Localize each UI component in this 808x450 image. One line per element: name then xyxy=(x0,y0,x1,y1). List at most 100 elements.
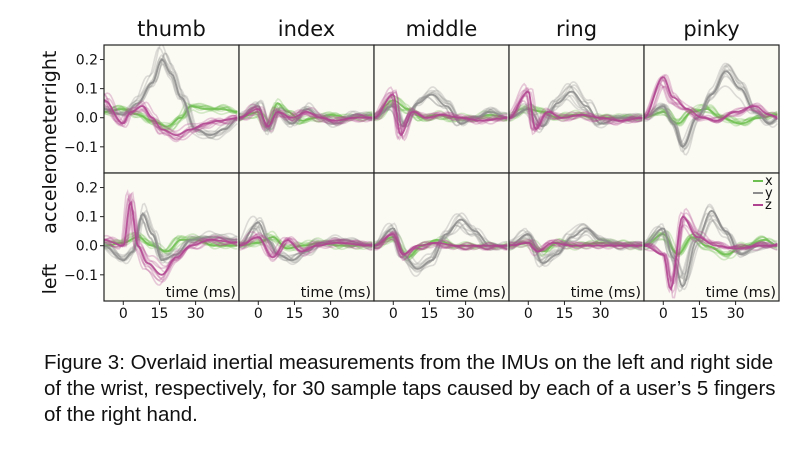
series-line-z xyxy=(509,241,643,253)
trace-y xyxy=(374,89,508,128)
panel-traces xyxy=(239,98,373,136)
y-tick-label: −0.1 xyxy=(64,268,98,284)
x-axis-label: time (ms) xyxy=(166,285,236,301)
trace-y xyxy=(644,65,778,147)
series-line-y xyxy=(104,58,238,137)
trace-x xyxy=(644,238,778,258)
trace-y xyxy=(644,214,778,280)
trace-z xyxy=(509,241,643,257)
trace-y xyxy=(239,99,373,131)
row-label-right: right xyxy=(39,51,61,96)
trace-z xyxy=(374,230,508,255)
column-title-thumb: thumb xyxy=(137,17,206,41)
series-line-x xyxy=(104,105,238,128)
x-axis-label: time (ms) xyxy=(436,285,506,301)
trace-x xyxy=(239,235,373,250)
trace-z xyxy=(374,93,508,135)
trace-z xyxy=(374,91,508,142)
panel-right-index xyxy=(238,44,375,174)
series-line-y xyxy=(104,212,238,262)
panel-right-ring xyxy=(508,44,645,174)
trace-x xyxy=(509,237,643,253)
trace-x xyxy=(104,233,238,254)
trace-z xyxy=(374,233,508,259)
y-tick-label: 0.1 xyxy=(76,210,98,226)
x-tick-label: 0 xyxy=(389,306,398,322)
trace-z xyxy=(374,231,508,255)
series-line-x xyxy=(104,236,238,253)
panel-traces xyxy=(644,203,778,299)
series-line-y xyxy=(644,70,778,148)
trace-z xyxy=(644,218,778,282)
trace-y xyxy=(104,213,238,261)
x-tick-label: 30 xyxy=(322,306,340,322)
panel-left-pinky: 0 15 30 time (ms) xyxy=(643,172,780,322)
trace-y xyxy=(509,233,643,262)
trace-z xyxy=(104,99,238,143)
x-tick-label: 30 xyxy=(457,306,475,322)
trace-x xyxy=(104,235,238,251)
series-line-z xyxy=(239,236,373,259)
trace-z xyxy=(239,234,373,258)
legend: xyz xyxy=(753,174,773,213)
series-line-z xyxy=(104,200,238,276)
panel-traces xyxy=(374,212,508,278)
trace-x xyxy=(104,234,238,256)
trace-y xyxy=(509,94,643,126)
figure-caption: Figure 3: Overlaid inertial measurements… xyxy=(44,351,776,426)
panel-traces xyxy=(239,215,373,266)
trace-z xyxy=(509,95,643,133)
trace-z xyxy=(239,111,373,129)
series-line-z xyxy=(644,215,778,291)
x-axis-label: time (ms) xyxy=(706,285,776,301)
x-tick-label: 0 xyxy=(119,306,128,322)
panel-traces xyxy=(509,81,643,136)
y-tick-label: 0.2 xyxy=(76,53,98,69)
trace-y xyxy=(239,100,373,131)
panel-traces xyxy=(644,62,778,156)
trace-z xyxy=(644,212,778,294)
y-tick-label: 0.0 xyxy=(76,239,98,255)
column-title-ring: ring xyxy=(556,17,597,41)
y-axis-label-accelerometer: accelerometer xyxy=(39,96,61,234)
trace-z xyxy=(509,89,643,136)
trace-y xyxy=(104,57,238,134)
series-line-x xyxy=(644,108,778,125)
trace-y xyxy=(644,205,778,293)
y-tick-label: 0.2 xyxy=(76,181,98,197)
trace-z xyxy=(374,231,508,261)
x-tick-label: 0 xyxy=(254,306,263,322)
trace-y xyxy=(374,221,508,270)
trace-z xyxy=(239,106,373,132)
trace-z xyxy=(374,95,508,131)
trace-z xyxy=(509,242,643,253)
trace-z xyxy=(644,73,778,123)
panel-traces xyxy=(104,189,238,286)
panel-background xyxy=(239,173,374,301)
trace-y xyxy=(104,45,238,140)
trace-x xyxy=(644,108,778,122)
trace-z xyxy=(104,191,238,281)
trace-z xyxy=(104,198,238,274)
trace-z xyxy=(239,231,373,257)
panel-traces xyxy=(104,45,238,143)
panel-frame xyxy=(643,172,780,302)
column-title-pinky: pinky xyxy=(683,17,739,41)
x-axis-label: time (ms) xyxy=(571,285,641,301)
series-line-z xyxy=(374,93,508,137)
trace-z xyxy=(239,232,373,258)
trace-z xyxy=(644,82,778,123)
series-line-z xyxy=(104,99,238,137)
legend-label-z: z xyxy=(765,198,772,213)
panel-traces xyxy=(374,86,508,142)
trace-x xyxy=(104,102,238,130)
trace-y xyxy=(644,85,778,144)
trace-y xyxy=(104,54,238,139)
y-tick-label: 0.0 xyxy=(76,111,98,127)
trace-z xyxy=(104,97,238,141)
trace-x xyxy=(374,95,508,118)
trace-x xyxy=(509,243,643,254)
panel-right-thumb: 0.2 0.1 0.0 −0.1 xyxy=(64,44,240,174)
panel-traces xyxy=(509,223,643,268)
trace-z xyxy=(644,218,778,287)
